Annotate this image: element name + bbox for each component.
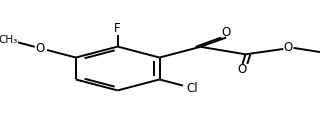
Text: O: O <box>284 41 293 54</box>
Text: O: O <box>238 63 247 76</box>
Text: O: O <box>36 42 45 55</box>
Text: Cl: Cl <box>186 82 198 95</box>
Text: F: F <box>114 22 121 35</box>
Text: CH₃: CH₃ <box>0 35 17 45</box>
Text: O: O <box>221 25 231 38</box>
